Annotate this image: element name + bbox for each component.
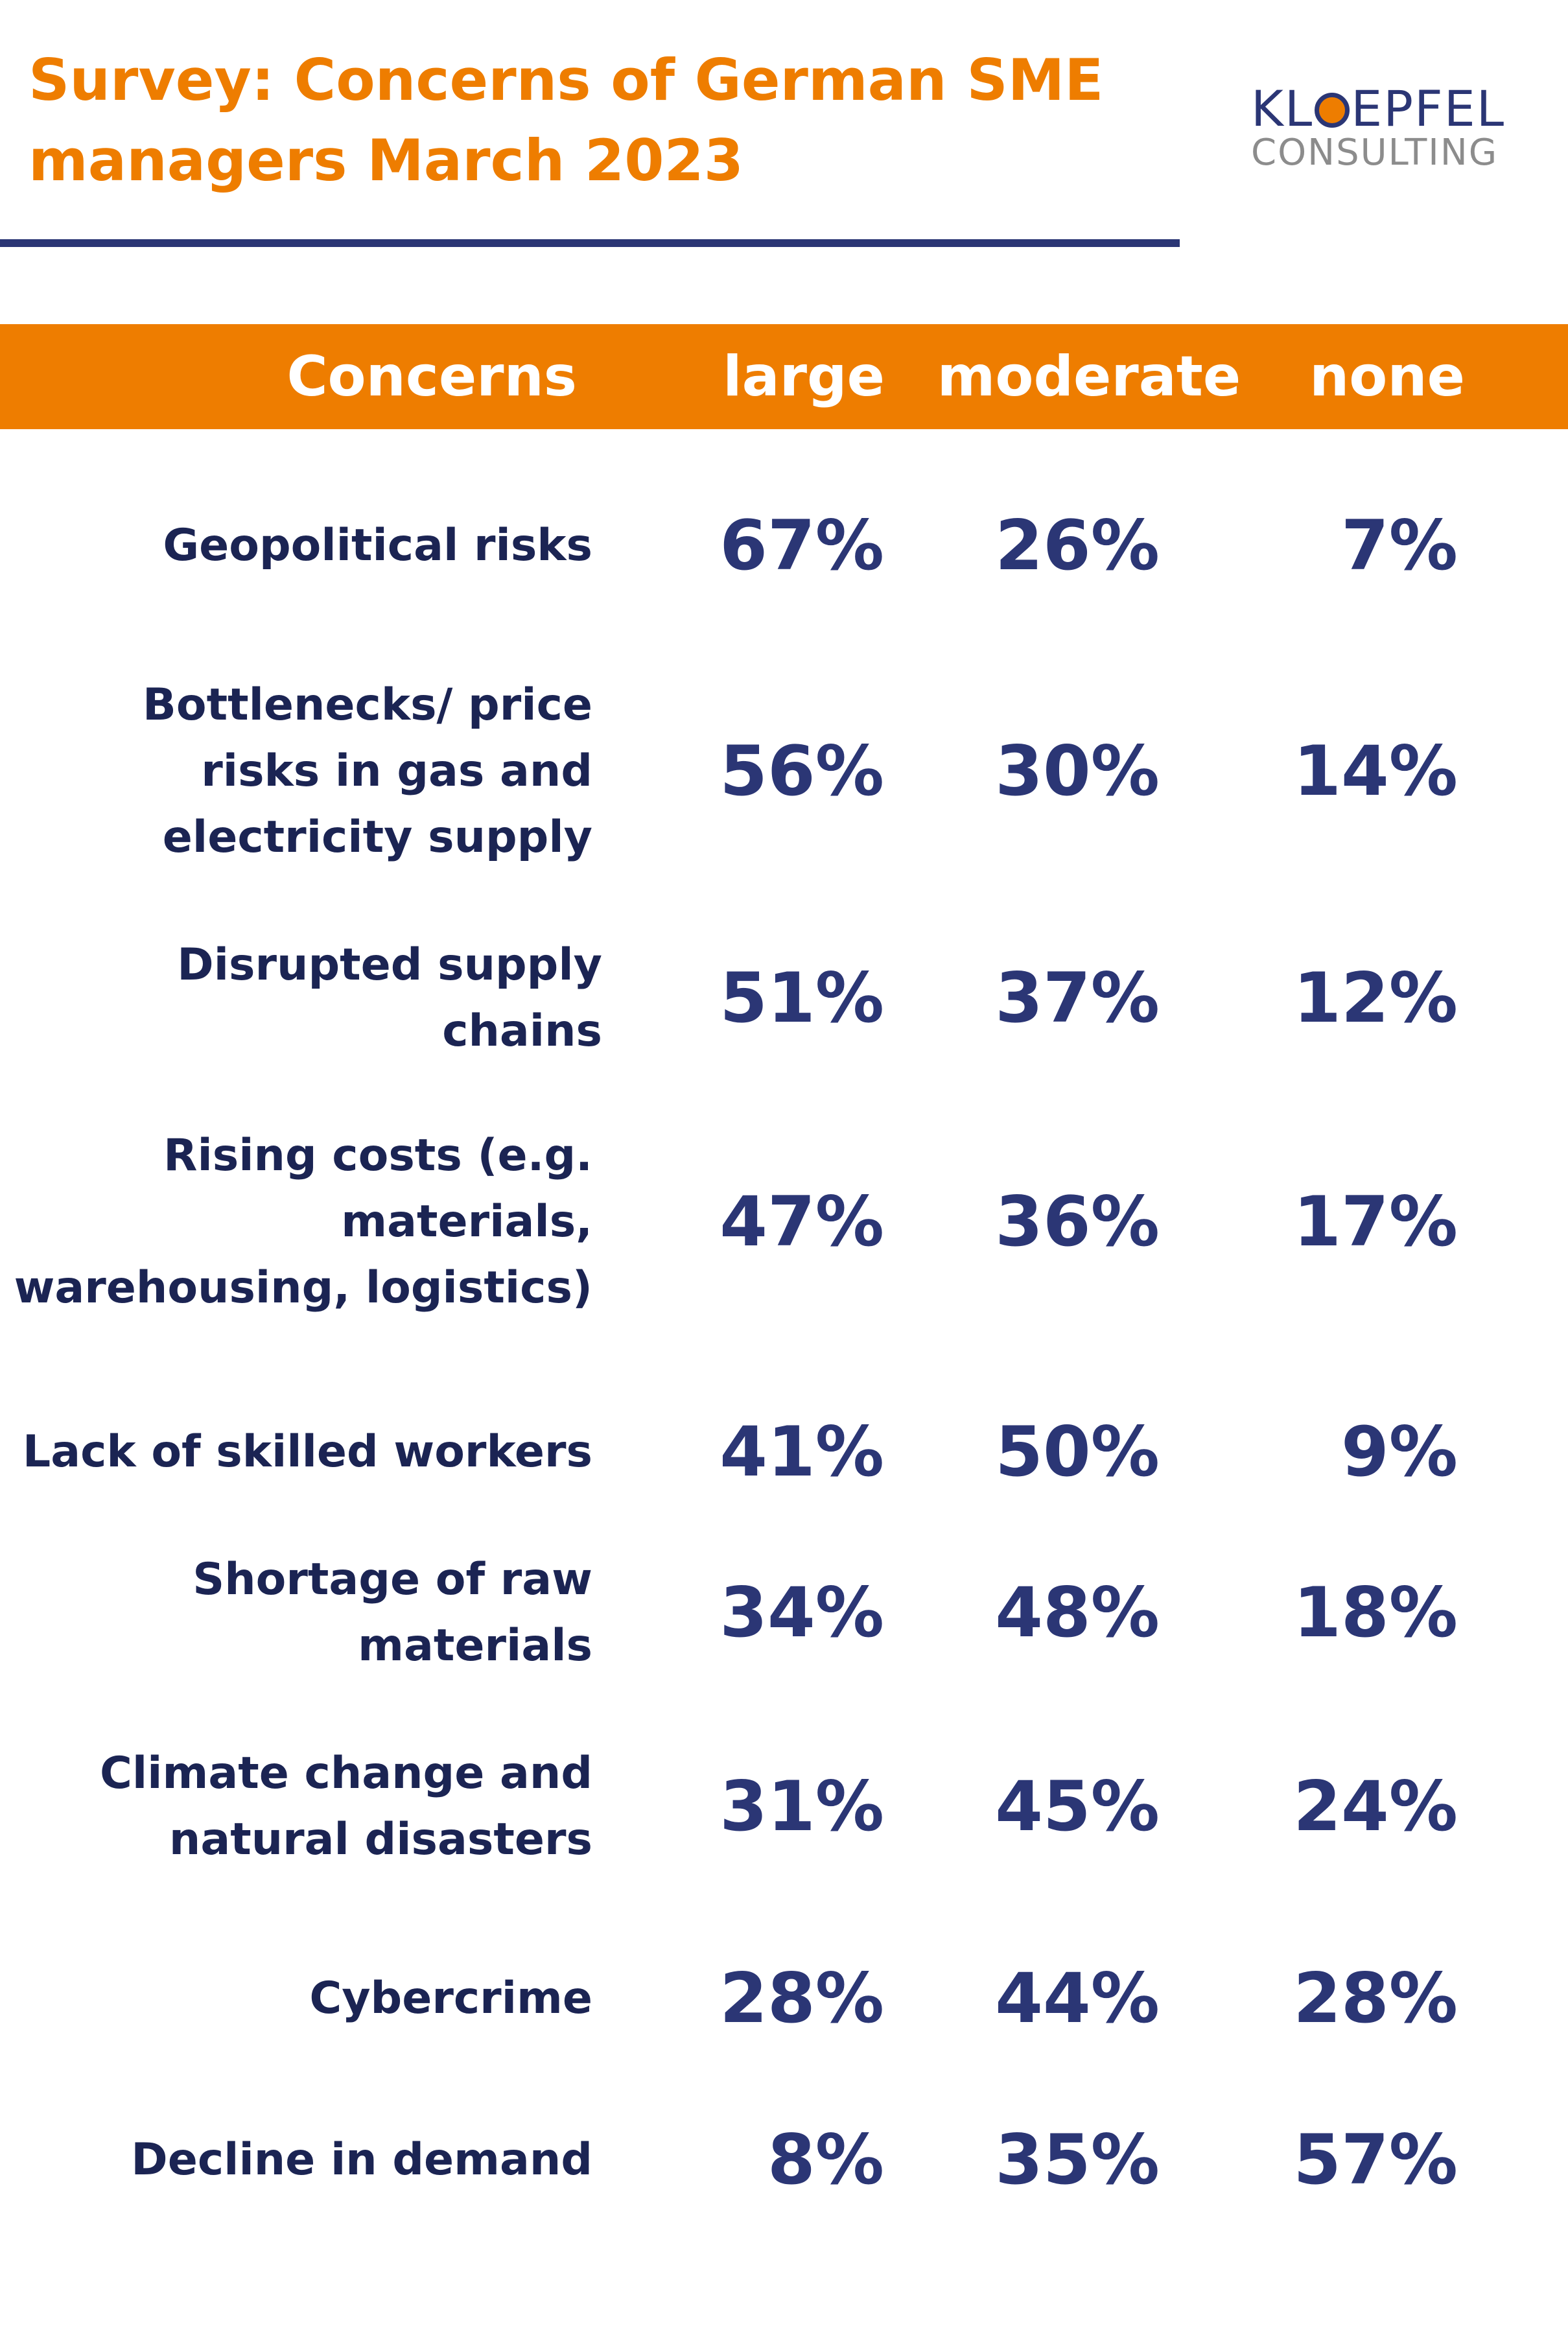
header-concerns: Concerns (287, 344, 577, 409)
value-moderate: 26% (995, 506, 1160, 585)
page-title: Survey: Concerns of German SME managers … (29, 47, 1104, 194)
value-large: 51% (720, 958, 884, 1038)
value-none: 9% (1341, 1412, 1458, 1492)
concern-label: Cybercrime (309, 1973, 592, 2024)
logo-wordmark: KL EPFEL (1251, 83, 1530, 135)
value-moderate: 44% (995, 1958, 1160, 2038)
value-moderate: 36% (995, 1182, 1160, 1262)
value-moderate: 35% (995, 2120, 1160, 2200)
value-none: 28% (1293, 1958, 1458, 2038)
header-none: none (1309, 344, 1465, 409)
table-header: Concerns large moderate none (0, 324, 1568, 429)
value-moderate: 45% (995, 1767, 1160, 1846)
value-large: 34% (720, 1573, 884, 1652)
value-large: 8% (767, 2120, 884, 2200)
concern-label: Rising costs (e.g. materials, warehousin… (14, 1130, 592, 1313)
logo-rest: EPFEL (1351, 80, 1506, 137)
value-large: 47% (720, 1182, 884, 1262)
value-none: 18% (1293, 1573, 1458, 1652)
value-large: 67% (720, 506, 884, 585)
value-moderate: 50% (995, 1412, 1160, 1492)
value-none: 14% (1293, 731, 1458, 811)
concern-label: Climate change and natural disasters (99, 1748, 592, 1865)
kloepfel-consulting-logo: KL EPFEL CONSULTING (1251, 83, 1530, 171)
value-none: 17% (1293, 1182, 1458, 1262)
value-none: 12% (1293, 958, 1458, 1038)
value-large: 41% (720, 1412, 884, 1492)
concern-label: Bottlenecks/ price risks in gas and elec… (143, 679, 592, 863)
value-none: 57% (1293, 2120, 1458, 2200)
concern-label: Disrupted supply chains (177, 939, 602, 1057)
logo-o-circle-icon (1315, 93, 1350, 128)
value-large: 56% (720, 731, 884, 811)
concern-label: Geopolitical risks (163, 520, 592, 571)
value-moderate: 48% (995, 1573, 1160, 1652)
value-moderate: 37% (995, 958, 1160, 1038)
header-moderate: moderate (937, 344, 1241, 409)
value-none: 24% (1293, 1767, 1458, 1846)
header-large: large (723, 344, 885, 409)
value-moderate: 30% (995, 731, 1160, 811)
concern-label: Decline in demand (131, 2134, 592, 2185)
title-underline (0, 239, 1180, 247)
value-large: 31% (720, 1767, 884, 1846)
concern-label: Lack of skilled workers (22, 1426, 592, 1477)
logo-kl: KL (1251, 80, 1314, 137)
logo-subtitle: CONSULTING (1251, 132, 1499, 174)
value-none: 7% (1341, 506, 1458, 585)
value-large: 28% (720, 1958, 884, 2038)
concern-label: Shortage of raw materials (193, 1554, 592, 1671)
